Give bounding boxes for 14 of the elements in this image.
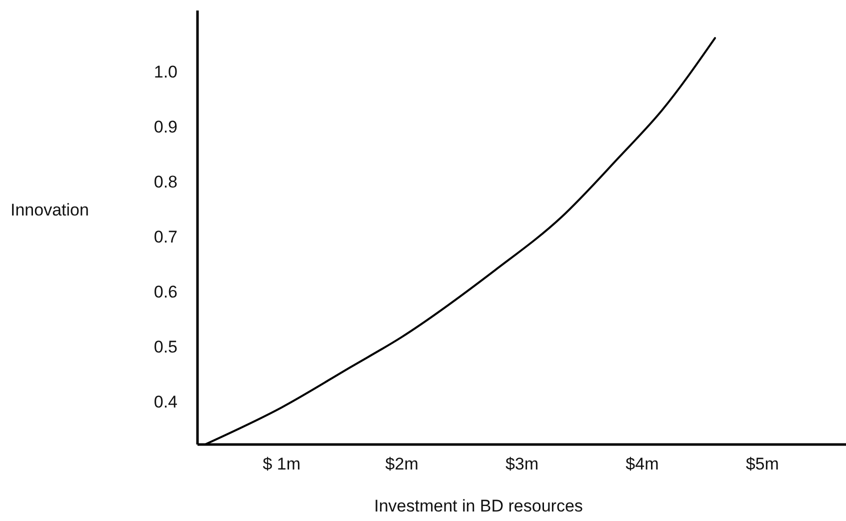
- y-axis-title: Innovation: [10, 200, 89, 220]
- y-tick-label: 0.4: [154, 392, 178, 412]
- y-tick-label: 0.6: [154, 282, 178, 302]
- x-tick-label: $2m: [385, 454, 418, 474]
- x-tick-label: $4m: [626, 454, 659, 474]
- y-tick-label: 0.7: [154, 228, 178, 247]
- x-axis-title: Investment in BD resources: [374, 496, 583, 516]
- x-tick-label: $3m: [505, 454, 539, 474]
- y-tick-label: 1.0: [154, 62, 178, 82]
- y-tick-label: 0.8: [154, 172, 178, 192]
- x-tick-label: $ 1m: [262, 454, 301, 474]
- y-tick-label: 0.5: [154, 338, 178, 357]
- y-tick-label: 0.9: [154, 118, 178, 137]
- x-tick-label: $5m: [746, 454, 779, 474]
